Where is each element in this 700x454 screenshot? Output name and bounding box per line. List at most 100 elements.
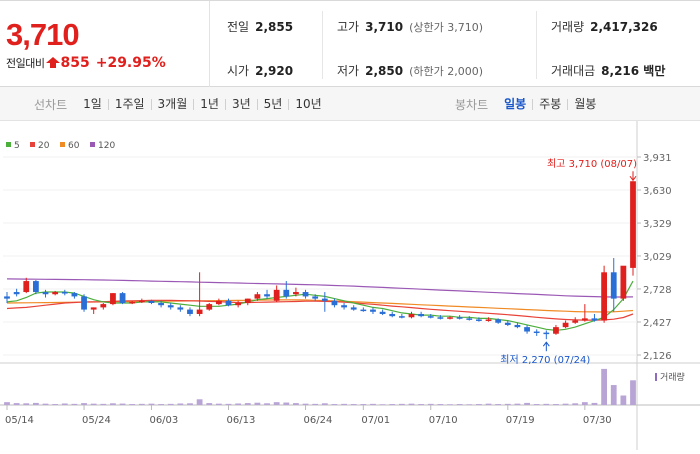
- change-label: 전일대비: [6, 57, 45, 70]
- volume-bar: [158, 404, 164, 405]
- x-tick-label: 06/13: [227, 415, 256, 426]
- candle-body: [447, 317, 453, 319]
- volume-bar: [129, 404, 136, 405]
- volume-bar: [533, 404, 540, 405]
- volume-bar: [187, 403, 193, 405]
- volume-bar: [138, 403, 145, 405]
- volume-bar: [427, 403, 434, 405]
- line-chart-group: 선차트 1일 1주일 3개월 1년 3년 5년 10년: [34, 87, 328, 121]
- candle-body: [119, 293, 126, 304]
- candle-body: [254, 294, 261, 299]
- candle-body: [533, 331, 540, 334]
- y-tick-label: 2,126: [643, 351, 672, 362]
- candle-body: [350, 307, 357, 310]
- volume-legend-swatch: [655, 373, 657, 381]
- ma120-line: [6, 278, 634, 298]
- candle-body: [138, 300, 145, 303]
- candle-body: [331, 300, 338, 306]
- candle-body: [601, 272, 607, 321]
- volume-bar: [504, 403, 511, 405]
- volume-bar: [225, 403, 232, 405]
- volume-bar: [167, 403, 174, 405]
- legend-swatch-120: [90, 142, 95, 147]
- volume-bar: [81, 403, 87, 405]
- volume-bar: [33, 402, 39, 405]
- volume-bar: [148, 403, 155, 405]
- candle-body: [485, 319, 492, 321]
- chart-toolbar: 선차트 1일 1주일 3개월 1년 3년 5년 10년 봉차트 일봉 주봉 월봉: [0, 87, 700, 121]
- candle-monthly[interactable]: 월봉: [567, 98, 602, 110]
- volume-value: 2,417,326: [590, 19, 658, 34]
- volume-bar: [601, 368, 607, 405]
- x-tick-label: 07/10: [429, 415, 458, 426]
- period-3m[interactable]: 3개월: [150, 98, 194, 110]
- candle-body: [167, 305, 174, 308]
- volume-bar: [485, 403, 492, 405]
- volume-bar: [495, 404, 502, 405]
- up-arrow-icon: [46, 57, 61, 69]
- candle-body: [398, 316, 405, 318]
- volume-bar: [524, 402, 530, 405]
- open-value: 2,920: [255, 63, 294, 78]
- candle-body: [148, 300, 155, 304]
- prev-close: 전일 2,855: [227, 18, 293, 35]
- candle-body: [81, 296, 87, 310]
- volume-bar: [476, 404, 482, 405]
- candle-body: [100, 304, 107, 308]
- candle-chart-group: 봉차트 일봉 주봉 월봉: [455, 87, 602, 121]
- volume-bar: [244, 403, 251, 405]
- candle-body: [13, 292, 20, 295]
- period-1d[interactable]: 1일: [83, 96, 102, 111]
- upper-limit: (상한가 3,710): [409, 20, 483, 34]
- divider: [536, 11, 537, 79]
- candle-body: [187, 309, 193, 314]
- min-arrow-head: [542, 341, 550, 347]
- volume-bar: [4, 402, 10, 405]
- volume-bar: [254, 402, 261, 405]
- candle-body: [581, 318, 588, 321]
- volume-bar: [283, 402, 290, 405]
- y-tick-label: 3,329: [643, 219, 672, 230]
- x-tick-label: 05/24: [82, 415, 111, 426]
- legend-label-5: 5: [14, 141, 20, 151]
- volume-bar: [379, 404, 386, 405]
- legend-label-20: 20: [38, 141, 50, 151]
- period-10y[interactable]: 10년: [288, 98, 327, 110]
- candle-chart: 5 20 60 120 3,931 3,630 3,329 3,029 2,728 2,427 2,…: [0, 121, 700, 450]
- candle-body: [33, 281, 39, 293]
- high: 고가 3,710 (상한가 3,710): [337, 18, 483, 35]
- low-value: 2,850: [365, 63, 404, 78]
- candle-body: [379, 311, 386, 314]
- candle-body: [244, 298, 251, 304]
- volume-bar: [23, 403, 30, 405]
- volume-bar: [90, 403, 97, 405]
- period-5y[interactable]: 5년: [256, 98, 289, 110]
- quote-panel: 3,710 전일대비 855 +29.95% 전일 2,855 시가 2,920…: [0, 0, 700, 87]
- min-annotation: 최저 2,270 (07/24): [500, 354, 590, 366]
- volume-bar: [341, 403, 347, 405]
- candle-daily[interactable]: 일봉: [504, 96, 527, 111]
- candle-body: [495, 319, 502, 323]
- volume-bar: [437, 404, 444, 405]
- candle-weekly[interactable]: 주봉: [532, 98, 567, 110]
- volume-bar: [398, 403, 405, 405]
- x-tick-label: 07/19: [506, 415, 535, 426]
- candle-body: [408, 313, 415, 318]
- period-1w[interactable]: 1주일: [107, 98, 151, 110]
- period-1y[interactable]: 1년: [193, 98, 225, 110]
- volume-bar: [466, 404, 473, 405]
- high-value: 3,710: [365, 19, 404, 34]
- candle-body: [476, 319, 482, 321]
- change-percent: +29.95%: [95, 55, 166, 71]
- volume-legend-label: 거래량: [660, 371, 685, 383]
- lower-limit: (하한가 2,000): [409, 64, 483, 78]
- volume-bar: [42, 403, 49, 405]
- period-3y[interactable]: 3년: [224, 98, 257, 110]
- volume-bar: [610, 385, 617, 405]
- candle-body: [293, 292, 299, 295]
- candle-body: [504, 322, 511, 325]
- amount-value: 8,216 백만: [601, 64, 666, 78]
- candle-body: [630, 181, 636, 268]
- candle-body: [42, 292, 49, 295]
- candle-body: [543, 332, 550, 335]
